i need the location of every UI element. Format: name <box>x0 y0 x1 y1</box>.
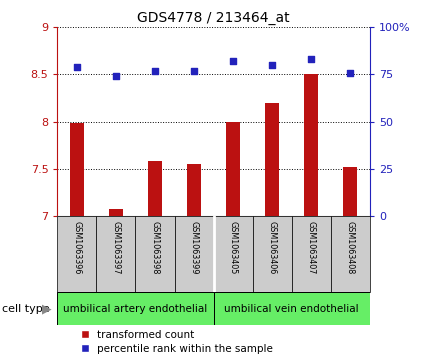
Text: GSM1063405: GSM1063405 <box>229 221 238 274</box>
Text: GSM1063398: GSM1063398 <box>150 221 159 274</box>
Text: GSM1063397: GSM1063397 <box>111 221 120 274</box>
Text: GSM1063406: GSM1063406 <box>268 221 277 274</box>
Text: GSM1063396: GSM1063396 <box>72 221 82 274</box>
Text: ▶: ▶ <box>42 302 51 315</box>
Bar <box>109 209 123 216</box>
Text: umbilical vein endothelial: umbilical vein endothelial <box>224 303 359 314</box>
Bar <box>175 216 213 292</box>
Bar <box>252 216 292 292</box>
Bar <box>304 74 318 216</box>
Text: cell type: cell type <box>2 303 50 314</box>
Bar <box>213 216 252 292</box>
Bar <box>148 161 162 216</box>
Point <box>113 73 119 79</box>
Bar <box>96 216 136 292</box>
Legend: transformed count, percentile rank within the sample: transformed count, percentile rank withi… <box>80 330 273 354</box>
Bar <box>226 122 240 216</box>
Point <box>308 56 314 62</box>
Bar <box>292 216 331 292</box>
Bar <box>187 164 201 216</box>
Point <box>152 68 159 74</box>
Bar <box>331 216 370 292</box>
Point <box>74 64 80 70</box>
Bar <box>343 167 357 216</box>
Text: GSM1063407: GSM1063407 <box>307 221 316 274</box>
Title: GDS4778 / 213464_at: GDS4778 / 213464_at <box>137 11 290 25</box>
Text: umbilical artery endothelial: umbilical artery endothelial <box>63 303 207 314</box>
Text: GSM1063408: GSM1063408 <box>346 221 355 274</box>
Bar <box>213 292 370 325</box>
Point <box>347 70 354 76</box>
Point <box>230 58 236 64</box>
Bar <box>57 216 96 292</box>
Point <box>191 68 198 74</box>
Text: GSM1063399: GSM1063399 <box>190 221 198 274</box>
Bar <box>265 103 279 216</box>
Point <box>269 62 275 68</box>
Bar <box>57 292 213 325</box>
Bar <box>136 216 175 292</box>
Bar <box>70 123 84 216</box>
